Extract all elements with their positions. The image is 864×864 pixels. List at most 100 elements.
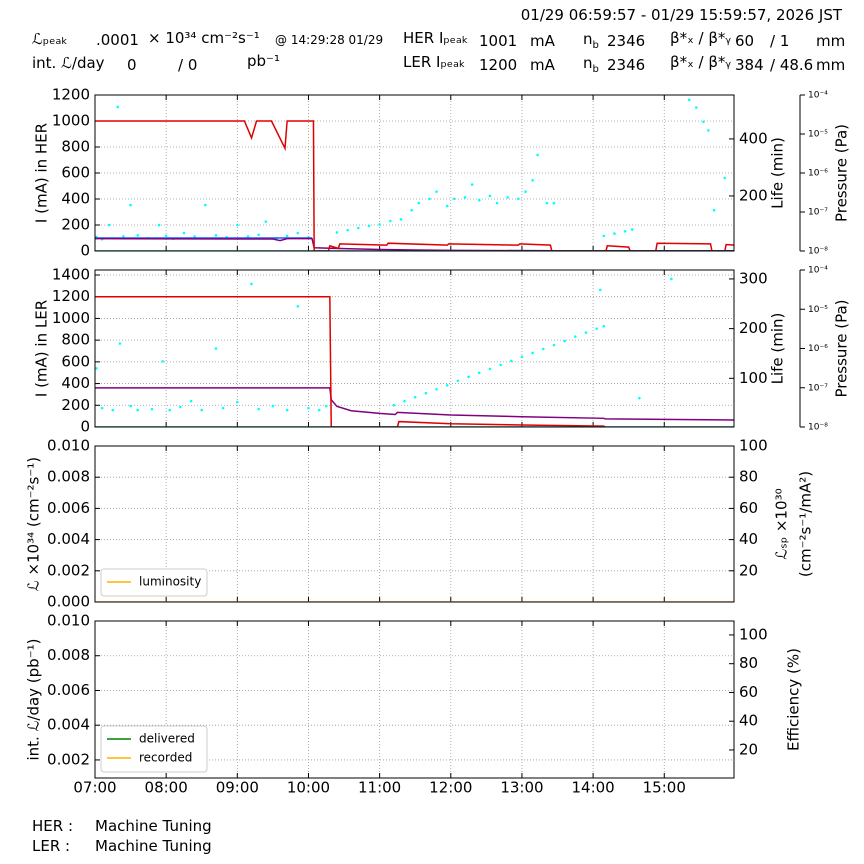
y3-tick-label: 10⁻⁸ <box>808 423 828 433</box>
her-nb: 2346 <box>607 32 646 50</box>
int-value2: / 0 <box>178 56 198 74</box>
point <box>367 224 371 228</box>
y-tick-label: 0.008 <box>47 646 90 664</box>
legend-label: recorded <box>139 751 192 765</box>
point <box>129 404 132 408</box>
y-tick-label: 0.010 <box>47 612 90 630</box>
point <box>723 176 727 180</box>
nb: n <box>583 30 593 48</box>
y-tick-label: 0.004 <box>47 530 90 548</box>
series-group <box>95 277 734 427</box>
panel: 07:00 08:00 09:00 10:00 11:00 12:00 13:00 14:00… <box>25 612 803 797</box>
y2-tick-label: 100 <box>739 625 768 643</box>
y2-axis-label: (cm⁻²s⁻¹/mA²) <box>797 471 815 577</box>
point <box>403 399 406 403</box>
point <box>200 408 204 412</box>
line <box>95 295 606 427</box>
ler-beta-y: / 48.6 <box>770 56 814 74</box>
point <box>221 406 225 410</box>
y2-tick-label: 20 <box>739 740 758 758</box>
point <box>488 194 492 198</box>
ler-beta-x: 384 <box>735 56 764 74</box>
point <box>598 288 602 292</box>
y-tick-label: 0 <box>80 418 90 436</box>
ler-value: 1200 <box>479 56 518 74</box>
point <box>477 371 481 375</box>
point <box>563 339 566 343</box>
point <box>638 396 641 400</box>
y-tick-label: 0.006 <box>47 681 90 699</box>
y2-tick-label: 60 <box>739 499 758 517</box>
y-tick-label: 0.002 <box>47 750 90 768</box>
point <box>214 347 218 350</box>
point <box>531 178 534 182</box>
plot-frame <box>94 269 735 428</box>
her-nb-label: nb <box>583 30 599 51</box>
y-tick-label: 1400 <box>52 265 90 283</box>
y2-tick-label: 400 <box>739 129 768 147</box>
point <box>435 190 438 193</box>
y-tick-label: 400 <box>61 374 90 392</box>
y-tick-label: 0.004 <box>47 716 90 734</box>
point <box>517 197 520 201</box>
panel: 0 200 400 600 800 1000 1200 1400 100 200 300 10⁻⁸ 10… <box>33 265 851 435</box>
point <box>389 219 392 223</box>
y-axis-label: ℒ ×10³⁴ (cm⁻²s⁻¹) <box>25 457 43 591</box>
plot-frame <box>94 94 735 252</box>
point <box>707 129 710 132</box>
int-value: 0 <box>127 56 137 74</box>
y-axis-label: I (mA) in HER <box>33 123 51 223</box>
y-tick-label: 0.002 <box>47 561 90 579</box>
point <box>702 120 705 124</box>
point <box>630 228 634 231</box>
her-status: Machine Tuning <box>95 817 212 835</box>
y-tick-label: 0.008 <box>47 468 90 486</box>
y2-tick-label: 40 <box>739 530 758 548</box>
ler-beta-unit: mm <box>816 56 846 74</box>
point <box>435 387 438 391</box>
y-axis-label: int. ℒ/day (pb⁻¹) <box>25 639 43 761</box>
her-beta-unit: mm <box>816 32 846 50</box>
point <box>250 282 253 286</box>
point <box>687 98 691 102</box>
point <box>296 304 300 308</box>
point <box>182 231 186 235</box>
point <box>552 201 556 205</box>
ler-label: LER Iₚₑₐₖ <box>403 53 466 71</box>
point <box>445 383 449 387</box>
point <box>136 408 139 412</box>
ler-beta-label: β*ₓ / β*ᵧ <box>670 53 731 71</box>
plot-frame <box>94 445 735 603</box>
y-tick-label: 400 <box>61 190 90 208</box>
point <box>95 367 98 370</box>
point <box>595 327 598 330</box>
x-tick-label: 14:00 <box>571 779 614 797</box>
point <box>506 196 510 199</box>
point <box>122 235 125 238</box>
point <box>236 400 239 404</box>
point <box>100 406 104 410</box>
her-label: HER Iₚₑₐₖ <box>403 29 469 47</box>
point <box>574 335 577 338</box>
y-tick-label: 1200 <box>52 287 90 305</box>
point <box>495 201 499 205</box>
point <box>285 408 289 412</box>
lpeak-unit: × 10³⁴ cm⁻²s⁻¹ <box>148 29 260 47</box>
point <box>694 106 698 109</box>
point <box>257 233 260 237</box>
her-beta-label: β*ₓ / β*ᵧ <box>670 29 731 47</box>
point <box>264 220 268 223</box>
point <box>424 391 428 395</box>
point <box>552 343 556 347</box>
point <box>520 355 524 359</box>
legend-box <box>100 725 208 773</box>
point <box>602 234 606 238</box>
y3-tick-label: 10⁻⁶ <box>808 344 828 354</box>
lpeak-label: ℒₚₑₐₖ <box>32 30 68 48</box>
y-axis-label: I (mA) in LER <box>33 300 51 397</box>
y2-axis-label: Life (min) <box>769 313 787 385</box>
point <box>150 407 154 411</box>
point <box>410 208 413 212</box>
y3-tick-label: 10⁻⁴ <box>808 91 828 101</box>
